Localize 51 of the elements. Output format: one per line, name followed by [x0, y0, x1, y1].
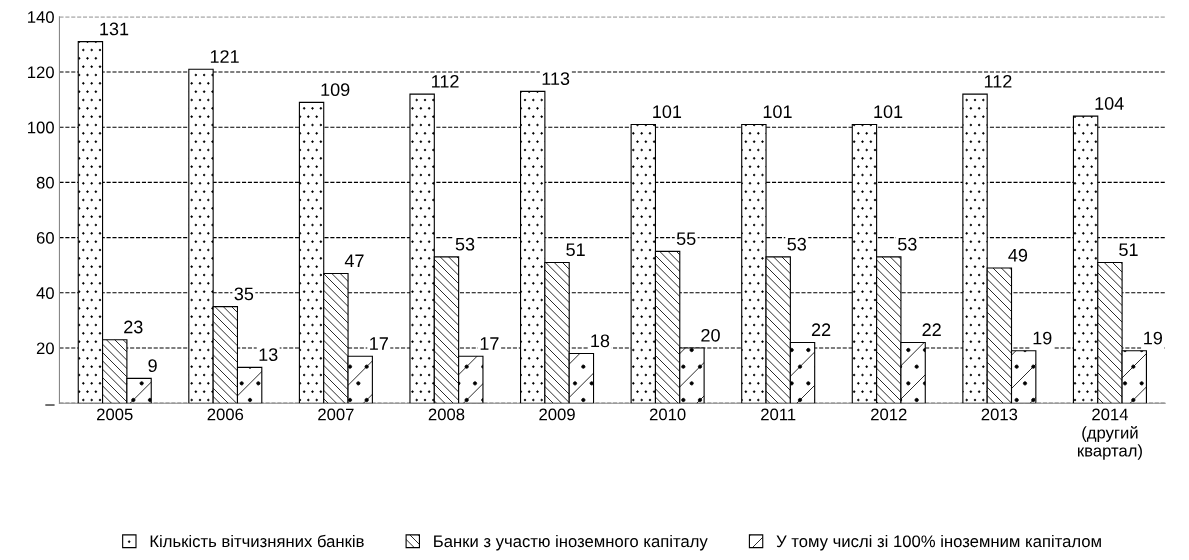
y-tick-label: 20	[36, 342, 54, 355]
data-label: 9	[148, 359, 157, 373]
data-label: 53	[898, 237, 917, 251]
y-tick-label: 40	[36, 287, 54, 299]
legend-label: Банки з участю іноземного капіталу	[434, 534, 708, 551]
x-tick-label: 2008	[428, 408, 465, 421]
x-tick-label: 2011	[761, 408, 796, 421]
x-tick-label: 2012	[871, 408, 907, 421]
data-label: 101	[653, 105, 682, 119]
y-tick-label: –	[45, 404, 55, 406]
x-tick-label: 2007	[318, 408, 354, 421]
data-label: 47	[344, 254, 364, 267]
y-tick-label: 80	[36, 176, 54, 189]
data-label: 17	[480, 337, 499, 350]
data-label: 112	[432, 74, 459, 88]
y-tick-label: 60	[36, 232, 54, 244]
data-label: 22	[811, 323, 831, 336]
data-label: 112	[984, 74, 1012, 88]
data-label: 18	[591, 334, 610, 348]
data-label: 113	[542, 72, 570, 85]
data-label: 109	[321, 83, 350, 97]
data-label: 131	[100, 22, 129, 36]
data-label: 101	[874, 105, 903, 119]
data-label: 104	[1095, 97, 1124, 110]
data-label: 51	[1119, 243, 1138, 257]
data-label: 19	[1033, 331, 1052, 345]
data-label: 53	[455, 237, 475, 251]
data-label: 51	[566, 243, 585, 257]
x-tick-label: 2005	[97, 408, 133, 421]
legend-label: Кількість вітчизняних банків	[150, 534, 364, 548]
y-tick-label: 140	[28, 11, 54, 23]
y-tick-label: 100	[28, 121, 54, 134]
data-label: 53	[787, 237, 806, 251]
data-label: 13	[259, 348, 278, 361]
data-label: 101	[763, 105, 792, 119]
data-label: 22	[922, 323, 941, 336]
data-label: 55	[676, 232, 696, 246]
x-tick-label: 2010	[649, 408, 686, 421]
data-label: 19	[1144, 331, 1162, 345]
data-label: 49	[1008, 248, 1028, 262]
data-label: 23	[124, 320, 143, 334]
data-label: 20	[701, 328, 720, 342]
y-tick-label: 120	[28, 66, 54, 79]
legend-label: У тому числі зі 100% іноземним капіталом	[776, 534, 1101, 551]
x-tick-label: 2006	[207, 408, 244, 421]
x-tick-label: 2014 (другий квартал)	[1078, 408, 1142, 460]
x-tick-label: 2009	[539, 408, 575, 421]
x-tick-label: 2013	[981, 408, 1018, 421]
data-label: 17	[370, 337, 388, 350]
data-label: 121	[210, 50, 239, 63]
data-label: 35	[234, 287, 254, 301]
